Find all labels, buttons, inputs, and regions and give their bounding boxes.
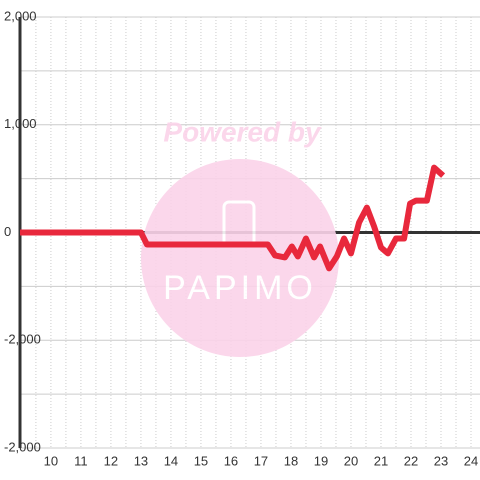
x-tick-label: 14	[164, 453, 178, 468]
x-tick-label: 24	[464, 453, 478, 468]
y-tick-label: -2,000	[4, 439, 41, 454]
x-tick-label: 17	[254, 453, 268, 468]
watermark-brand: PAPIMO	[163, 269, 317, 307]
watermark-text: Powered by	[163, 116, 322, 147]
y-tick-label: -2,000	[4, 332, 41, 347]
watermark: Powered by PAPIMO	[141, 116, 339, 357]
x-tick-label: 23	[434, 453, 448, 468]
line	[20, 164, 446, 272]
x-tick-label: 12	[104, 453, 118, 468]
x-tick-label: 11	[74, 453, 88, 468]
x-tick-label: 21	[374, 453, 388, 468]
x-tick-label: 22	[404, 453, 418, 468]
y-tick-label: 2,000	[4, 8, 37, 23]
x-tick-label: 18	[284, 453, 298, 468]
x-tick-label: 13	[134, 453, 148, 468]
x-tick-label: 10	[44, 453, 58, 468]
x-tick-label: 20	[344, 453, 358, 468]
watermark-circle	[141, 159, 339, 357]
y-tick-label: 0	[4, 224, 11, 239]
x-tick-label: 19	[314, 453, 328, 468]
x-tick-label: 15	[194, 453, 208, 468]
x-tick-label: 16	[224, 453, 238, 468]
